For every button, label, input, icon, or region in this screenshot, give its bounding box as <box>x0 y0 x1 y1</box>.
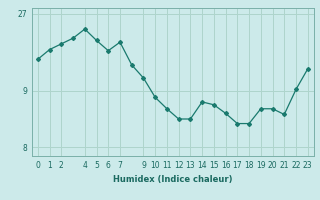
X-axis label: Humidex (Indice chaleur): Humidex (Indice chaleur) <box>113 175 233 184</box>
